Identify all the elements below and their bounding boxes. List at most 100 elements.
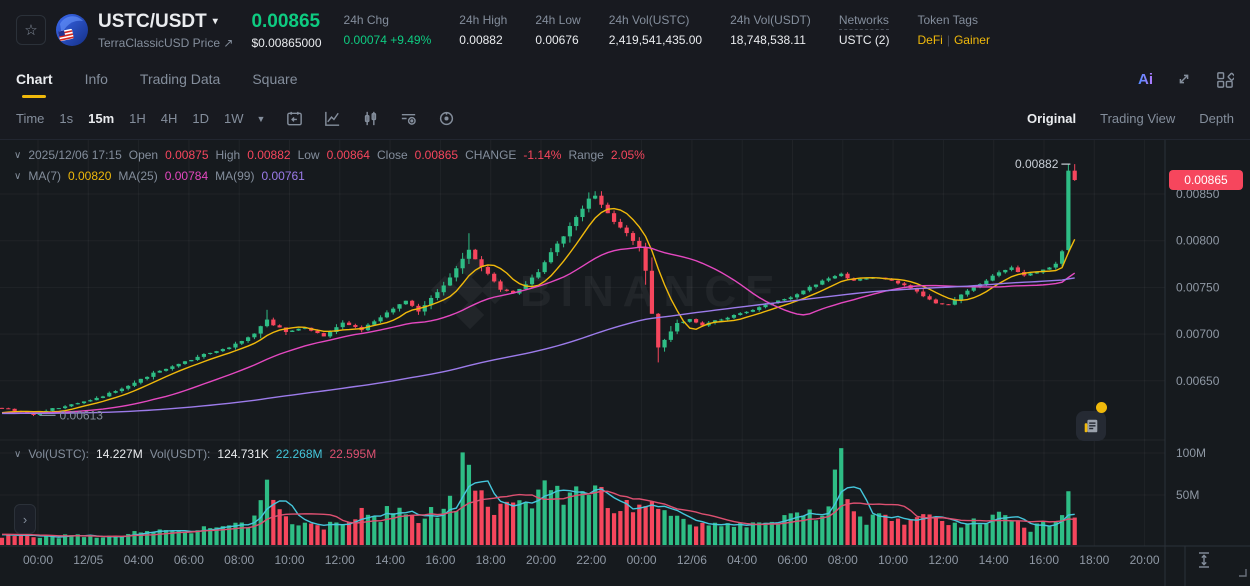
price-axis[interactable]: 0.00850 0.00800 0.00750 0.00700 0.00650 100M 5… xyxy=(1164,140,1220,586)
indicator-settings-icon[interactable] xyxy=(399,109,418,128)
stat-value: 0.00074 +9.49% xyxy=(343,33,432,47)
stat-label: 24h Vol(USDT) xyxy=(730,13,811,27)
tab-list: Chart Info Trading Data Square xyxy=(16,60,330,98)
collapse-ma-icon[interactable]: ∨ xyxy=(14,170,22,182)
svg-text:18:00: 18:00 xyxy=(476,553,506,567)
svg-text:20:00: 20:00 xyxy=(526,553,556,567)
tabs-right-icons: Ai xyxy=(1138,70,1234,89)
coin-logo xyxy=(56,14,88,46)
pair-name: USTC/USDT xyxy=(98,10,207,32)
layout-grid-icon[interactable] xyxy=(1215,70,1234,89)
resize-corner-icon[interactable] xyxy=(1237,564,1247,582)
svg-text:0.00865: 0.00865 xyxy=(1184,173,1228,187)
binance-watermark: BINANCE xyxy=(430,250,774,330)
price-block: 0.00865 $0.00865000 xyxy=(251,11,321,50)
chart-area[interactable]: BINANCE 0.00850 0.00800 0.00750 0.00700 0.006… xyxy=(0,140,1250,586)
ma-lines xyxy=(1,207,1076,415)
tab-chart[interactable]: Chart xyxy=(16,60,53,98)
last-price-usd: $0.00865000 xyxy=(251,35,322,50)
view-trading-view[interactable]: Trading View xyxy=(1100,111,1176,126)
svg-text:0.00850: 0.00850 xyxy=(1176,187,1220,201)
networks-label[interactable]: Networks xyxy=(838,13,889,30)
view-switch: Original Trading View Depth xyxy=(1027,111,1234,126)
chart-style-icon[interactable] xyxy=(323,109,342,128)
svg-text:50M: 50M xyxy=(1176,488,1199,502)
token-tags-values: DeFi | Gainer xyxy=(917,33,990,47)
expand-time-axis-icon[interactable] xyxy=(1188,548,1220,574)
stat-value: 0.00882 xyxy=(459,33,503,47)
svg-text:20:00: 20:00 xyxy=(1130,553,1160,567)
svg-text:06:00: 06:00 xyxy=(777,553,807,567)
expand-side-panel-icon[interactable]: › xyxy=(14,504,36,534)
interval-15m[interactable]: 15m xyxy=(88,111,115,126)
stat-24h-low: 24h Low 0.00676 xyxy=(535,13,580,47)
interval-1w[interactable]: 1W xyxy=(224,111,244,126)
pair-selector[interactable]: USTC/USDT ▾ xyxy=(98,11,233,33)
pair-block: USTC/USDT ▾ TerraClassicUSD Price ↗ xyxy=(98,11,233,50)
networks-value: USTC (2) xyxy=(838,33,890,47)
candlestick-chart[interactable]: BINANCE 0.00850 0.00800 0.00750 0.00700 0.006… xyxy=(0,140,1250,586)
svg-text:04:00: 04:00 xyxy=(124,553,154,567)
svg-text:0.00800: 0.00800 xyxy=(1176,234,1220,248)
svg-text:14:00: 14:00 xyxy=(979,553,1009,567)
svg-text:0.00613: 0.00613 xyxy=(60,408,104,422)
pair-caret-icon: ▾ xyxy=(212,16,218,27)
date-picker-icon[interactable] xyxy=(285,109,304,128)
svg-text:16:00: 16:00 xyxy=(425,553,455,567)
svg-text:0.00650: 0.00650 xyxy=(1176,374,1220,388)
favorite-star-icon[interactable]: ☆ xyxy=(16,15,46,45)
svg-text:12/05: 12/05 xyxy=(73,553,103,567)
interval-1d[interactable]: 1D xyxy=(192,111,210,126)
token-tag-link[interactable]: DeFi xyxy=(917,33,943,47)
stat-label: 24h Vol(USTC) xyxy=(608,13,690,27)
grid-lines xyxy=(0,140,1165,546)
view-original[interactable]: Original xyxy=(1027,111,1077,126)
interval-1h[interactable]: 1H xyxy=(129,111,146,126)
svg-text:08:00: 08:00 xyxy=(224,553,254,567)
token-tag-link[interactable]: Gainer xyxy=(953,33,990,47)
symbol-header: ☆ USTC/USDT ▾ TerraClassicUSD Price ↗ xyxy=(0,0,1250,60)
stat-label: 24h High xyxy=(459,13,508,27)
stat-24h-vol-usdt-: 24h Vol(USDT) 18,748,538.11 xyxy=(730,13,811,47)
interval-4h[interactable]: 4H xyxy=(160,111,178,126)
stat-24h-chg: 24h Chg 0.00074 +9.49% xyxy=(344,13,432,47)
ai-assistant-icon[interactable]: Ai xyxy=(1138,70,1153,88)
tab-square[interactable]: Square xyxy=(252,71,298,87)
collapse-volume-icon[interactable]: ∨ xyxy=(14,448,22,460)
external-link-icon: ↗ xyxy=(223,35,234,50)
fullscreen-icon[interactable] xyxy=(1175,70,1193,88)
svg-text:06:00: 06:00 xyxy=(174,553,204,567)
volume-bars xyxy=(0,448,1077,545)
view-depth[interactable]: Depth xyxy=(1199,111,1234,126)
stat-label: 24h Low xyxy=(535,13,581,27)
svg-text:00:00: 00:00 xyxy=(23,553,53,567)
tool-icons xyxy=(285,109,456,128)
svg-text:0.00750: 0.00750 xyxy=(1176,280,1220,294)
pair-sub-link[interactable]: TerraClassicUSD Price ↗ xyxy=(98,36,233,50)
tab-info[interactable]: Info xyxy=(84,71,108,87)
interval-more-caret-icon[interactable]: ▼ xyxy=(256,113,266,124)
tab-trading-data[interactable]: Trading Data xyxy=(139,71,221,87)
time-axis[interactable]: 00:00 12/05 04:00 06:00 08:00 10:00 12:00 14:00… xyxy=(0,545,1250,586)
settings-icon[interactable] xyxy=(437,109,456,128)
networks-block: Networks USTC (2) xyxy=(838,13,890,47)
stat-value: 18,748,538.11 xyxy=(730,33,806,47)
interval-time[interactable]: Time xyxy=(16,111,45,126)
collapse-ohlc-icon[interactable]: ∨ xyxy=(14,149,22,161)
token-tags-label: Token Tags xyxy=(917,13,978,27)
svg-text:10:00: 10:00 xyxy=(878,553,908,567)
svg-text:12:00: 12:00 xyxy=(928,553,958,567)
stats-strip: 24h Chg 0.00074 +9.49% 24h High 0.00882 24h … xyxy=(344,13,839,47)
news-widget-icon[interactable] xyxy=(1076,411,1106,441)
stat-value: 2,419,541,435.00 xyxy=(608,33,703,47)
chart-toolbar: Time 1s 15m 1H 4H 1D 1W ▼ xyxy=(0,98,1250,140)
pair-sub-text: TerraClassicUSD Price xyxy=(98,35,221,50)
last-price: 0.00865 xyxy=(251,10,321,32)
candle-type-icon[interactable] xyxy=(361,109,380,128)
interval-1s[interactable]: 1s xyxy=(59,111,74,126)
svg-text:0.00700: 0.00700 xyxy=(1176,327,1220,341)
svg-text:12/06: 12/06 xyxy=(677,553,707,567)
svg-text:0.00882: 0.00882 xyxy=(1015,157,1059,171)
interval-list: Time 1s 15m 1H 4H 1D 1W xyxy=(16,111,244,126)
tag-separator: | xyxy=(946,33,950,47)
